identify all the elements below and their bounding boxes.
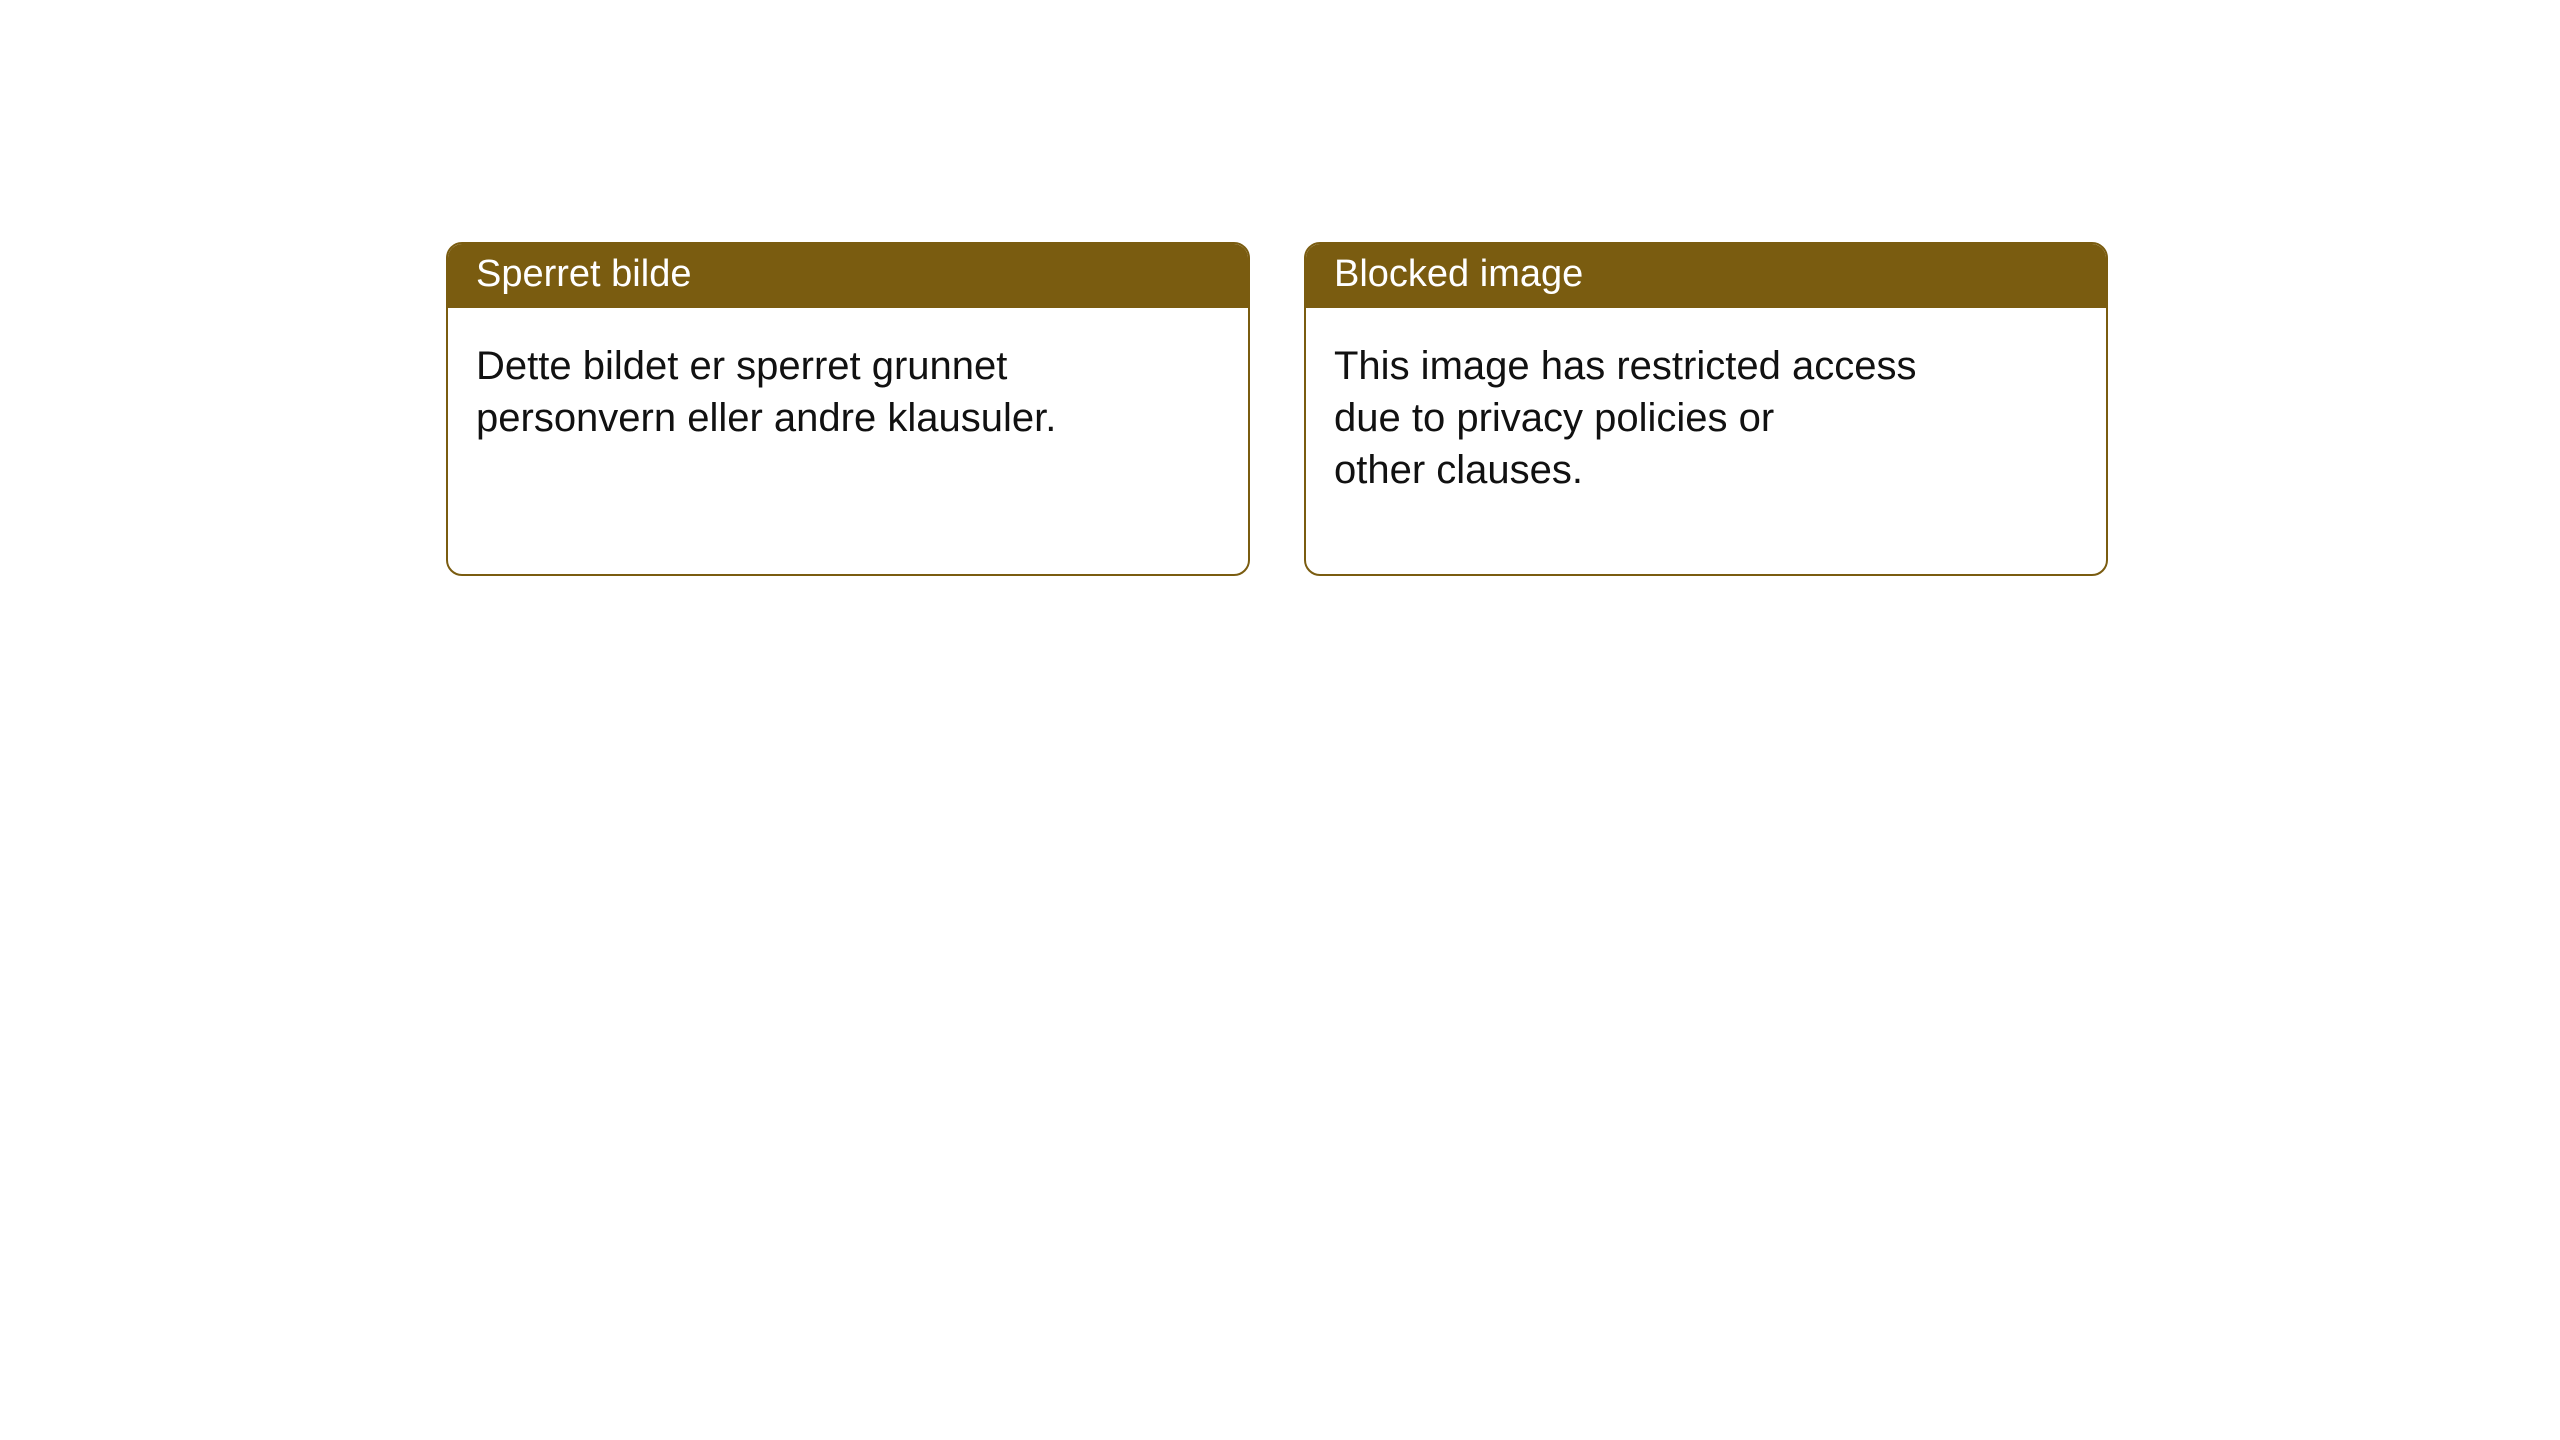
notice-title-no: Sperret bilde bbox=[476, 253, 691, 295]
notice-card-en: Blocked image This image has restricted … bbox=[1304, 242, 2108, 576]
notice-body-no: Dette bildet er sperret grunnet personve… bbox=[448, 308, 1248, 476]
notice-card-no: Sperret bilde Dette bildet er sperret gr… bbox=[446, 242, 1250, 576]
notice-title-en: Blocked image bbox=[1334, 253, 1583, 295]
notice-header-en: Blocked image bbox=[1306, 244, 2106, 308]
notice-header-no: Sperret bilde bbox=[448, 244, 1248, 308]
notice-container: Sperret bilde Dette bildet er sperret gr… bbox=[446, 242, 2108, 576]
notice-body-en: This image has restricted access due to … bbox=[1306, 308, 2106, 528]
